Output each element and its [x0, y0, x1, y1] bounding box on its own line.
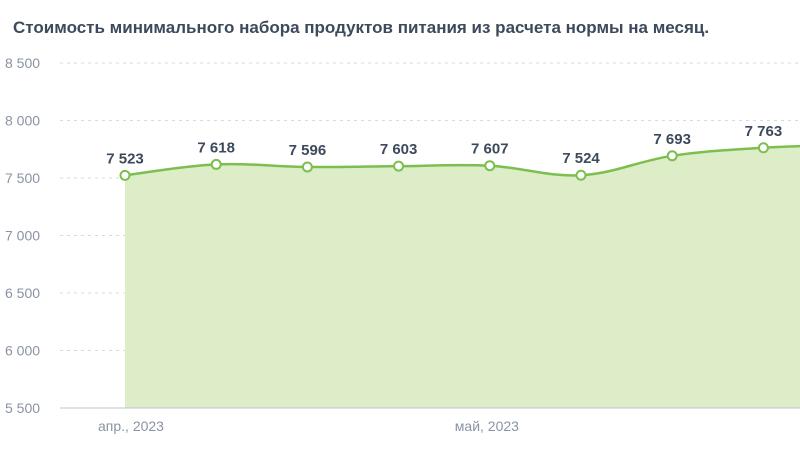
- data-label: 7 607: [471, 141, 509, 158]
- x-tick-label: май, 2023: [455, 418, 519, 434]
- y-tick-label: 8 000: [5, 113, 40, 129]
- data-label: 7 763: [745, 123, 783, 140]
- data-point: [666, 150, 678, 162]
- y-tick-label: 7 000: [5, 228, 40, 244]
- y-tick-label: 5 500: [5, 400, 40, 416]
- data-label: 7 523: [106, 150, 144, 167]
- data-points: [119, 142, 769, 181]
- y-tick-label: 7 500: [5, 170, 40, 186]
- y-tick-label: 8 500: [5, 55, 40, 71]
- data-point: [210, 158, 222, 170]
- area-fill-shape: [125, 146, 800, 408]
- data-point: [575, 169, 587, 181]
- y-tick-label: 6 500: [5, 285, 40, 301]
- chart-title: Стоимость минимального набора продуктов …: [13, 18, 710, 37]
- data-point: [393, 160, 405, 172]
- area-fill: [125, 146, 800, 408]
- data-label: 7 596: [289, 142, 327, 159]
- data-point: [484, 160, 496, 172]
- data-label: 7 618: [197, 139, 235, 156]
- data-label: 7 693: [653, 131, 691, 148]
- x-tick-label: апр., 2023: [98, 418, 164, 434]
- data-point: [757, 142, 769, 154]
- y-tick-label: 6 000: [5, 343, 40, 359]
- data-label: 7 603: [380, 141, 418, 158]
- data-labels: 7 523 7 618 7 596 7 603 7 607 7 524 7 693 7 763: [106, 123, 782, 168]
- y-axis-ticks: 5 500 6 000 6 500 7 000 7 500 8 000 8 500: [5, 55, 40, 416]
- x-axis-ticks: апр., 2023 май, 2023: [98, 418, 519, 434]
- data-label: 7 524: [562, 150, 600, 167]
- data-point: [301, 161, 313, 173]
- data-point: [119, 169, 131, 181]
